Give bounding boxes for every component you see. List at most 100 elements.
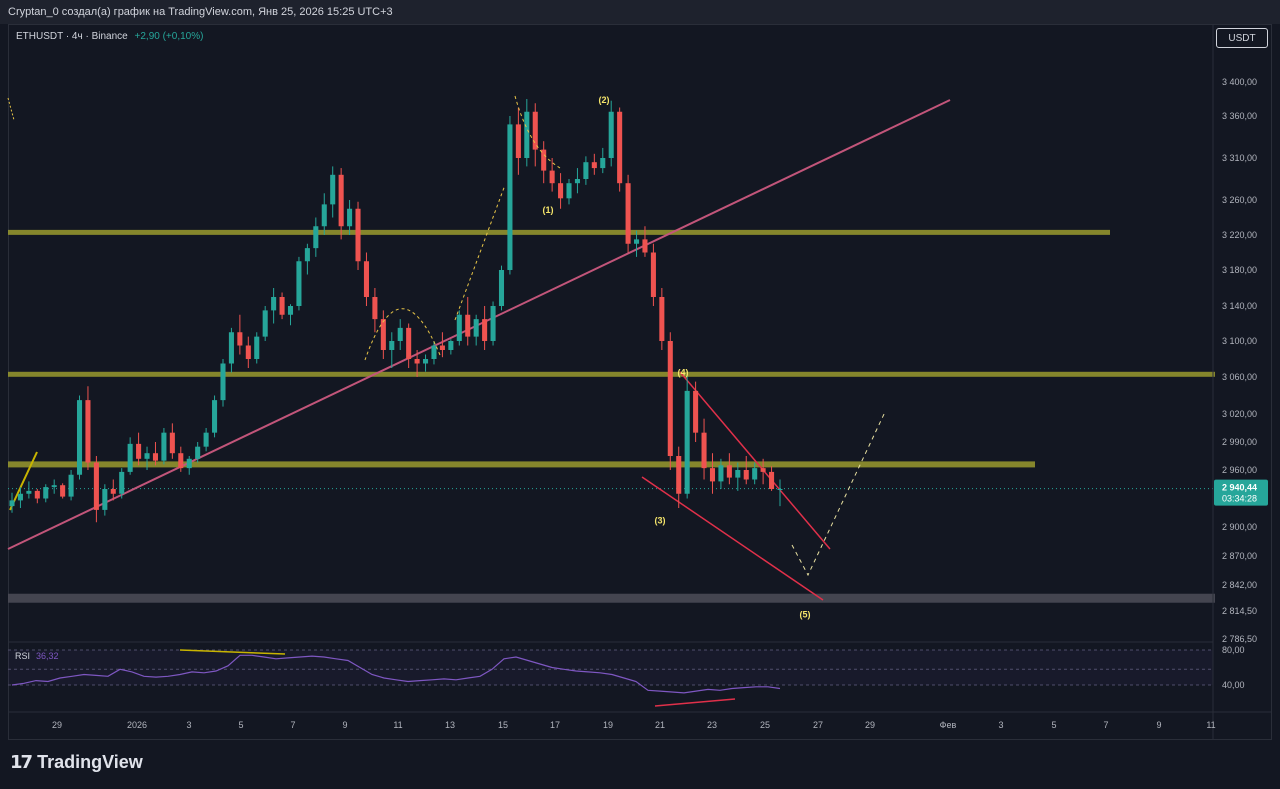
candle-body [262,310,268,337]
time-tick-label: 9 [342,720,347,730]
candle-body [85,400,91,463]
candle-body [558,183,564,199]
candle-body [152,453,159,461]
candle-body [693,390,699,433]
candle-body [600,158,606,169]
currency-button[interactable]: USDT [1216,28,1268,48]
candle-body [110,489,116,494]
candle-body [667,341,673,456]
wedge-top-line [679,371,831,550]
price-tick-label: 2 842,00 [1222,580,1257,590]
time-tick-label: 2026 [127,720,147,730]
candle-body [524,111,530,158]
candle-body [465,314,471,337]
price-tick-label: 3 310,00 [1222,153,1257,163]
attribution-text: Cryptan_0 создал(а) график на TradingVie… [8,6,393,18]
candle-body [9,500,15,507]
candle-body [60,485,66,497]
candle-body [633,239,640,244]
dashed-forecast-path [791,411,886,577]
candle-body [330,174,336,205]
candle-body [389,341,395,350]
time-tick-label: 25 [760,720,770,730]
candle-body [271,297,277,311]
candle-body [473,319,479,337]
time-tick-label: 3 [186,720,191,730]
rsi-band-fill [8,650,1213,685]
horizontal-level-line [8,461,1035,468]
wedge-bottom-line [641,476,824,601]
price-change: +2,90 (+0,10%) [134,31,204,42]
candle-body [43,487,49,499]
price-tick-label: 3 400,00 [1222,77,1257,87]
candle-body [397,327,403,341]
time-tick-label: 11 [1206,720,1215,730]
current-price-tag [1214,479,1268,506]
price-tick-label: 3 220,00 [1222,230,1257,240]
time-tick-label: 9 [1156,720,1161,730]
tradingview-logo[interactable]: 17 TradingView [10,752,143,773]
time-tick-label: 7 [290,720,295,730]
candle-body [304,248,310,262]
candle-body [195,446,201,459]
candle-body [347,208,353,227]
candle-body [617,111,623,184]
candle-body [583,162,589,179]
rsi-tick-label: 80,00 [1222,645,1245,655]
price-tick-label: 2 990,00 [1222,437,1257,447]
rsi-label: RSI [15,651,30,661]
price-chart[interactable]: (1) (2) (3) (4) (5) RSI 36,32 3 400,00 3 360,0… [0,0,1280,740]
rsi-divergence-line-2 [654,698,736,707]
price-tick-label: 3 100,00 [1222,336,1257,346]
candle-body [296,261,302,306]
candle-body [743,470,749,480]
time-tick-label: 29 [865,720,875,730]
candle-body [186,458,192,469]
candle-body [93,462,99,510]
price-tick-label: 2 814,50 [1222,606,1257,616]
time-tick-label: 21 [655,720,665,730]
price-tick-label: 3 140,00 [1222,301,1257,311]
candle-body [456,314,462,341]
candle-body [380,319,386,350]
candle-body [726,465,732,478]
time-tick-label: 23 [707,720,717,730]
candle-body [220,363,226,401]
symbol-line: ETHUSDT · 4ч · Binance [16,31,128,42]
time-tick-label: 17 [550,720,560,730]
candle-body [659,297,665,341]
candle-body [26,490,32,494]
candles [9,99,783,523]
candle-body [102,489,108,510]
axes: 3 400,00 3 360,00 3 310,00 3 260,00 3 220,00… [8,24,1272,740]
early-trend-line [9,451,38,511]
dashed-projection-2 [454,184,506,321]
price-tick-label: 3 260,00 [1222,195,1257,205]
candle-body [144,453,150,459]
candle-body [490,306,496,341]
candle-body [254,336,260,359]
dashed-projection-3 [514,95,561,169]
rsi-divergence-line-1 [179,649,286,655]
wave-label: (4) [678,368,689,378]
candle-body [406,327,412,359]
candle-body [363,261,369,297]
candle-body [431,345,437,359]
price-tick-label: 2 786,50 [1222,634,1257,644]
candle-body [591,162,597,169]
candle-body [76,400,83,475]
candle-body [541,149,547,171]
candle-body [515,124,521,158]
candle-body [212,400,218,433]
price-tick-label: 3 020,00 [1222,409,1257,419]
price-tick-label: 2 900,00 [1222,522,1257,532]
candle-body [34,490,40,499]
footer [0,740,1280,789]
time-tick-label: 29 [52,720,62,730]
time-tick-label: 19 [603,720,613,730]
time-tick-label: 5 [238,720,243,730]
candle-body [709,468,716,482]
candle-body [608,111,614,158]
current-price-countdown: 03:34:28 [1222,494,1257,504]
candle-body [178,453,184,469]
